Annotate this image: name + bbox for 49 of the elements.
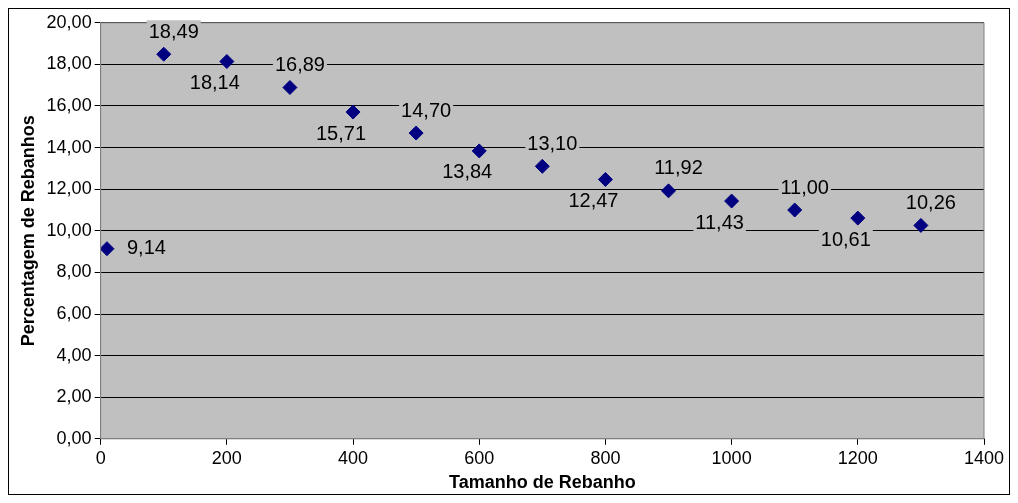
- point: [219, 53, 235, 69]
- data-label: 13,10: [527, 131, 578, 154]
- data-label: 9,14: [126, 236, 166, 259]
- y-tick-label: 18,00: [46, 53, 92, 74]
- point: [597, 171, 613, 187]
- point: [408, 125, 424, 141]
- y-tick-label: 2,00: [56, 386, 92, 407]
- point: [345, 104, 361, 120]
- point: [100, 241, 115, 257]
- y-tick-label: 6,00: [56, 302, 92, 323]
- y-tick-label: 12,00: [46, 178, 92, 199]
- y-tick-label: 14,00: [46, 136, 92, 157]
- x-tick-label: 1000: [711, 447, 752, 468]
- x-tick-label: 200: [211, 447, 242, 468]
- point: [471, 143, 487, 159]
- point: [282, 79, 298, 95]
- point: [913, 217, 929, 233]
- y-tick-label: 16,00: [46, 94, 92, 115]
- y-tick-label: 4,00: [56, 344, 92, 365]
- data-label: 14,70: [401, 98, 452, 121]
- y-tick-label: 0,00: [56, 427, 92, 448]
- x-tick-label: 0: [95, 447, 106, 468]
- data-label: 11,92: [654, 156, 703, 179]
- data-label: 12,47: [568, 188, 619, 211]
- data-label: 16,89: [274, 53, 325, 75]
- data-label: 11,00: [780, 175, 829, 198]
- y-tick-label: 10,00: [46, 219, 92, 240]
- x-tick-label: 600: [464, 447, 495, 468]
- y-tick-label: 8,00: [56, 261, 92, 282]
- data-label: 18,14: [189, 71, 240, 93]
- point: [534, 158, 550, 174]
- data-label: 11,43: [695, 210, 744, 233]
- data-label: 18,49: [148, 19, 199, 42]
- point: [661, 183, 677, 199]
- y-tick-label: 20,00: [46, 11, 92, 32]
- x-tick-label: 1200: [837, 447, 878, 468]
- point: [850, 210, 866, 226]
- data-label: 15,71: [316, 121, 367, 144]
- point: [787, 202, 803, 218]
- data-label: 10,61: [820, 227, 871, 250]
- x-tick-label: 400: [338, 447, 369, 468]
- x-tick-label: 1400: [963, 447, 1005, 468]
- data-label: 13,84: [442, 160, 493, 183]
- data-label: 10,26: [905, 190, 956, 213]
- y-axis-title: Percentagem de Rebanhos: [17, 115, 38, 347]
- point: [156, 46, 172, 62]
- point: [724, 193, 740, 209]
- x-tick-label: 800: [590, 447, 621, 468]
- x-axis-title: Tamanho de Rebanho: [448, 472, 636, 493]
